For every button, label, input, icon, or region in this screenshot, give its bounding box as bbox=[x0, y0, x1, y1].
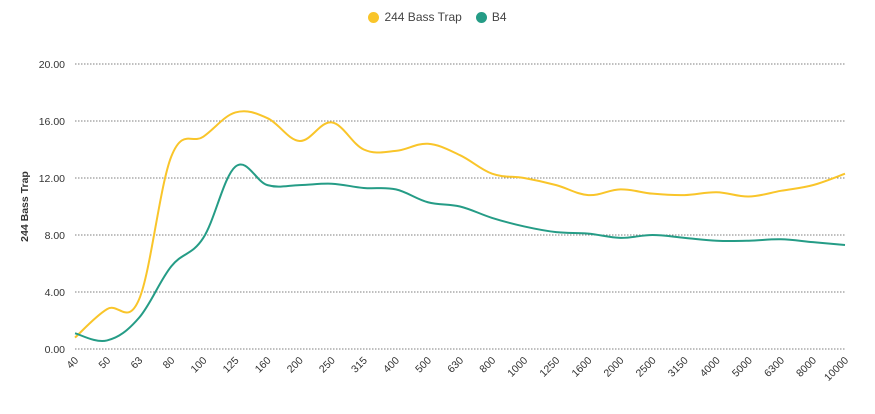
x-tick-label-1600: 1600 bbox=[569, 355, 594, 380]
legend-dot-bass-trap bbox=[368, 11, 380, 23]
legend-dot-b4 bbox=[475, 11, 487, 23]
x-tick-label-200: 200 bbox=[285, 355, 306, 376]
x-tick-label-5000: 5000 bbox=[730, 355, 755, 380]
legend-item-b4[interactable]: B4 bbox=[475, 10, 507, 24]
legend-label-b4: B4 bbox=[491, 10, 507, 24]
x-tick-label-6300: 6300 bbox=[762, 355, 787, 380]
y-tick-label-1: 4.00 bbox=[45, 287, 66, 299]
x-tick-label-500: 500 bbox=[413, 355, 434, 376]
x-tick-label-1250: 1250 bbox=[537, 355, 562, 380]
x-tick-label-50: 50 bbox=[96, 355, 113, 372]
x-tick-label-630: 630 bbox=[445, 355, 466, 376]
x-tick-label-8000: 8000 bbox=[794, 355, 819, 380]
x-tick-label-40: 40 bbox=[64, 355, 81, 372]
legend-item-bass-trap[interactable]: 244 Bass Trap bbox=[368, 10, 462, 24]
y-tick-label-0: 0.00 bbox=[45, 344, 66, 356]
x-tick-label-10000: 10000 bbox=[822, 355, 851, 384]
x-tick-label-250: 250 bbox=[317, 355, 338, 376]
legend: 244 Bass Trap B4 bbox=[0, 10, 875, 24]
x-tick-label-3150: 3150 bbox=[666, 355, 691, 380]
series-line-1 bbox=[74, 163, 846, 343]
x-tick-label-2000: 2000 bbox=[602, 355, 627, 380]
x-tick-label-315: 315 bbox=[349, 355, 370, 376]
y-axis-label: 244 Bass Trap bbox=[19, 171, 31, 242]
x-tick-label-1000: 1000 bbox=[505, 355, 530, 380]
legend-label-bass-trap: 244 Bass Trap bbox=[384, 10, 462, 24]
y-tick-label-5: 20.00 bbox=[39, 59, 65, 71]
x-tick-label-160: 160 bbox=[253, 355, 274, 376]
x-tick-label-800: 800 bbox=[477, 355, 498, 376]
x-tick-label-400: 400 bbox=[381, 355, 402, 376]
x-tick-label-100: 100 bbox=[189, 355, 210, 376]
x-tick-label-63: 63 bbox=[129, 355, 146, 372]
x-tick-label-4000: 4000 bbox=[698, 355, 723, 380]
y-tick-label-3: 12.00 bbox=[39, 173, 65, 185]
x-tick-label-2500: 2500 bbox=[634, 355, 659, 380]
y-tick-label-4: 16.00 bbox=[39, 116, 65, 128]
series-line-0 bbox=[74, 110, 846, 339]
x-tick-label-80: 80 bbox=[161, 355, 178, 372]
y-tick-label-2: 8.00 bbox=[45, 230, 66, 242]
x-tick-label-125: 125 bbox=[221, 355, 242, 376]
